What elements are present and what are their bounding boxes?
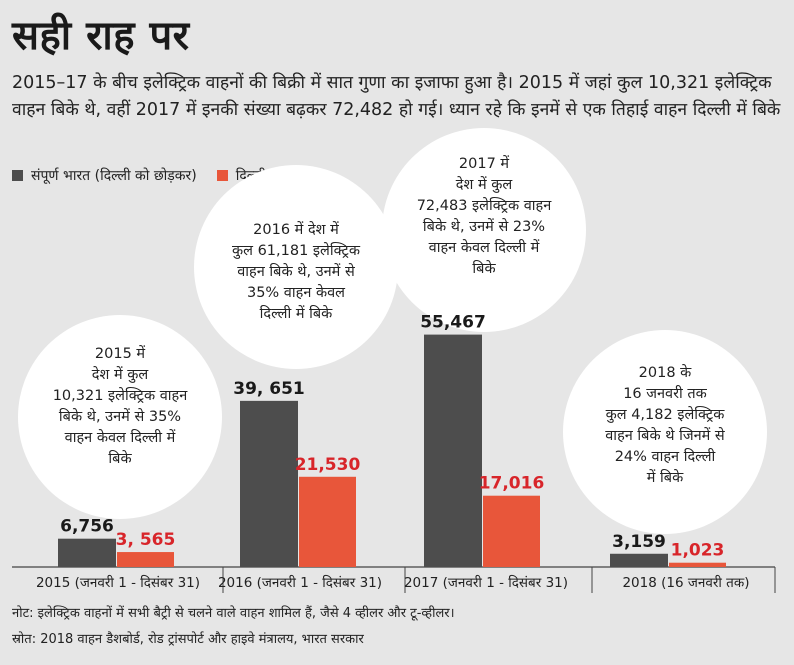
annotation-line: 72,483 इलेक्ट्रिक वाहन <box>416 198 552 214</box>
annotation-line: 2015 में <box>94 346 146 362</box>
bar-india <box>240 400 298 567</box>
annotation-line: कुल 4,182 इलेक्ट्रिक <box>605 407 725 423</box>
data-label-delhi: 1,023 <box>671 541 725 561</box>
data-label-india: 55,467 <box>420 313 486 333</box>
data-label-india: 6,756 <box>60 517 114 537</box>
annotation-bubble <box>194 165 398 369</box>
legend-item-india: संपूर्ण भारत (दिल्ली को छोड़कर) <box>12 166 197 185</box>
annotation-line: 35% वाहन केवल <box>246 285 346 301</box>
legend-swatch-delhi <box>216 170 228 181</box>
bar-delhi <box>483 495 540 567</box>
page-title: सही राह पर <box>12 13 190 59</box>
annotation-line: बिके थे, उनमें से 23% <box>422 219 546 235</box>
bar-india <box>58 538 116 567</box>
annotation-text: 2015 में देश में कुल 10,321 इलेक्ट्रिक वाह… <box>25 344 215 470</box>
annotation-line: वाहन केवल दिल्ली में <box>428 240 540 256</box>
data-label-india: 3,159 <box>612 532 666 552</box>
annotation-line: कुल 61,181 इलेक्ट्रिक <box>232 243 360 259</box>
annotation-line: बिके <box>472 261 496 277</box>
annotation-line: 2018 के <box>638 365 692 381</box>
footnote-note: नोट: इलेक्ट्रिक वाहनों में सभी बैट्री से… <box>12 606 455 621</box>
annotation-text: 2016 में देश में कुल 61,181 इलेक्ट्रिक वाह… <box>201 220 391 325</box>
annotation-line: 16 जनवरी तक <box>623 386 707 402</box>
legend-label-india: संपूर्ण भारत (दिल्ली को छोड़कर) <box>31 168 197 184</box>
bar-india <box>610 553 668 567</box>
annotation-line: 24% वाहन दिल्ली <box>614 449 716 465</box>
annotation-bubble <box>382 128 586 332</box>
annotation-line: 10,321 इलेक्ट्रिक वाहन <box>52 388 188 404</box>
data-label-delhi: 21,530 <box>295 455 361 475</box>
legend-swatch-india <box>12 170 23 181</box>
annotation-line: वाहन केवल दिल्ली में <box>64 430 176 446</box>
data-label-india: 39, 651 <box>233 379 305 399</box>
x-tick-label: 2018 (16 जनवरी तक) <box>622 574 749 591</box>
data-label-delhi: 3, 565 <box>116 530 176 550</box>
annotation-line: 2016 में देश में <box>253 222 339 238</box>
bar-delhi <box>299 476 356 567</box>
data-label-delhi: 17,016 <box>479 474 545 494</box>
bar-delhi <box>117 552 174 567</box>
annotation-line: में बिके <box>646 470 684 486</box>
annotation-line: बिके थे, उनमें से 35% <box>58 409 182 425</box>
annotation-line: 2017 में <box>458 156 510 172</box>
annotation-line: वाहन बिके थे, उनमें से <box>237 264 355 280</box>
annotation-line: देश में कुल <box>91 367 149 383</box>
bar-india <box>424 334 482 567</box>
page-subtitle: 2015–17 के बीच इलेक्ट्रिक वाहनों की बिक्… <box>12 73 781 120</box>
annotation-line: वाहन बिके थे जिनमें से <box>605 428 725 444</box>
annotation-text: 2018 के 16 जनवरी तक कुल 4,182 इलेक्ट्रिक वा… <box>570 363 760 489</box>
bar-delhi <box>669 562 726 567</box>
x-tick-label: 2017 (जनवरी 1 - दिसंबर 31) <box>404 574 568 591</box>
annotation-line: दिल्ली में बिके <box>259 306 333 322</box>
x-tick-label: 2016 (जनवरी 1 - दिसंबर 31) <box>218 574 382 591</box>
footnote-source: स्रोत: 2018 वाहन डैशबोर्ड, रोड ट्रांसपोर… <box>12 632 364 647</box>
annotation-line: बिके <box>108 451 132 467</box>
annotation-line: देश में कुल <box>455 177 513 193</box>
annotation-text: 2017 में देश में कुल 72,483 इलेक्ट्रिक वाह… <box>389 154 579 280</box>
annotation-bubble <box>18 315 222 519</box>
x-tick-label: 2015 (जनवरी 1 - दिसंबर 31) <box>36 574 200 591</box>
annotation-bubble <box>563 330 767 534</box>
